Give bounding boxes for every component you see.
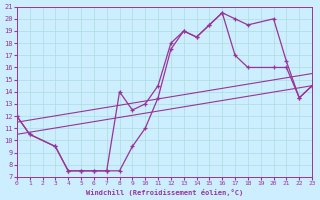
X-axis label: Windchill (Refroidissement éolien,°C): Windchill (Refroidissement éolien,°C) — [86, 189, 243, 196]
